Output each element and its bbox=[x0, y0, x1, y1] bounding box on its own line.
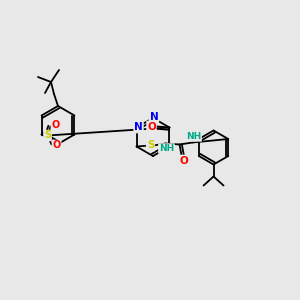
Text: N: N bbox=[150, 112, 158, 122]
Text: S: S bbox=[147, 140, 154, 151]
Text: NH: NH bbox=[159, 144, 174, 153]
Text: O: O bbox=[51, 121, 60, 130]
Text: O: O bbox=[147, 122, 156, 131]
Text: NH: NH bbox=[186, 132, 201, 141]
Text: O: O bbox=[52, 140, 61, 151]
Text: N: N bbox=[134, 122, 143, 133]
Text: O: O bbox=[179, 155, 188, 166]
Text: S: S bbox=[44, 130, 51, 140]
